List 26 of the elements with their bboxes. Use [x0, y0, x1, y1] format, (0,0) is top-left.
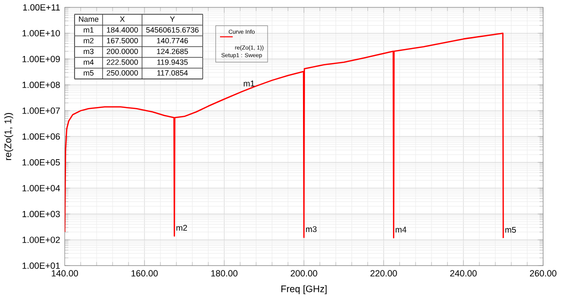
- annotation: m5: [505, 226, 516, 233]
- y-tick-label: 1.00E+07: [22, 107, 60, 114]
- y-tick-label: 1.00E+11: [23, 4, 60, 10]
- x-tick-label: 180.00: [211, 270, 238, 276]
- y-tick-label: 1.00E+09: [22, 56, 60, 62]
- y-tick-label: 1.00E+02: [22, 236, 60, 243]
- x-axis-title: Freq [GHz]: [281, 285, 327, 294]
- y-axis-title: re(Zo(1, 1)): [4, 112, 14, 160]
- y-tick-label: 1.00E+06: [22, 133, 60, 140]
- line-series: [64, 32, 504, 239]
- y-tick-label: 1.00E+08: [22, 82, 60, 88]
- annotation: m2: [176, 224, 187, 230]
- x-tick-label: 260.00: [530, 270, 556, 276]
- annotation: m3: [306, 226, 317, 232]
- y-tick-label: 1.00E+10: [22, 30, 60, 36]
- y-tick-label: 1.00E+03: [22, 210, 60, 217]
- x-tick-label: 240.00: [450, 270, 477, 276]
- annotation: m1: [244, 80, 254, 86]
- annotation: m4: [396, 226, 406, 232]
- y-tick-label: 1.00E+04: [22, 184, 60, 192]
- x-tick-label: 140.00: [52, 270, 78, 276]
- x-tick-label: 220.00: [370, 270, 397, 276]
- y-tick-label: 1.00E+01: [22, 262, 60, 269]
- x-tick-label: 200.00: [290, 270, 318, 276]
- y-tick-label: 1.00E+05: [22, 159, 60, 166]
- x-tick-label: 160.00: [132, 270, 158, 276]
